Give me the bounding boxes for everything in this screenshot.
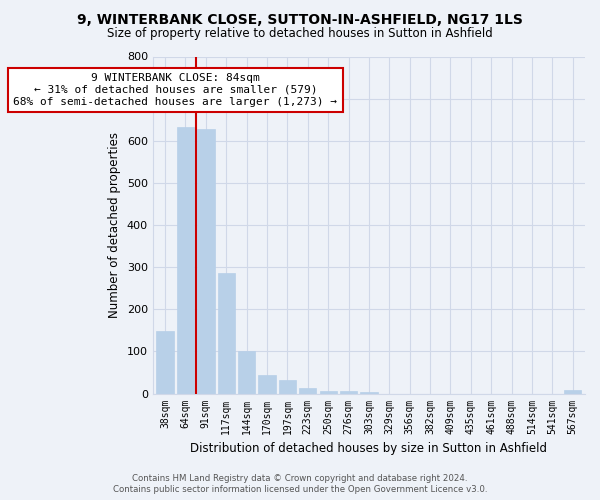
- Text: 9 WINTERBANK CLOSE: 84sqm
← 31% of detached houses are smaller (579)
68% of semi: 9 WINTERBANK CLOSE: 84sqm ← 31% of detac…: [13, 74, 337, 106]
- Bar: [320, 392, 337, 394]
- Bar: [360, 392, 377, 394]
- Text: Contains HM Land Registry data © Crown copyright and database right 2024.
Contai: Contains HM Land Registry data © Crown c…: [113, 474, 487, 494]
- Text: 9, WINTERBANK CLOSE, SUTTON-IN-ASHFIELD, NG17 1LS: 9, WINTERBANK CLOSE, SUTTON-IN-ASHFIELD,…: [77, 12, 523, 26]
- Bar: [299, 388, 316, 394]
- Bar: [177, 128, 194, 394]
- Bar: [197, 129, 215, 394]
- Bar: [238, 352, 255, 394]
- Y-axis label: Number of detached properties: Number of detached properties: [109, 132, 121, 318]
- Bar: [259, 374, 275, 394]
- Bar: [279, 380, 296, 394]
- Bar: [340, 392, 357, 394]
- Bar: [157, 331, 174, 394]
- Text: Size of property relative to detached houses in Sutton in Ashfield: Size of property relative to detached ho…: [107, 28, 493, 40]
- Bar: [218, 272, 235, 394]
- X-axis label: Distribution of detached houses by size in Sutton in Ashfield: Distribution of detached houses by size …: [190, 442, 547, 455]
- Bar: [564, 390, 581, 394]
